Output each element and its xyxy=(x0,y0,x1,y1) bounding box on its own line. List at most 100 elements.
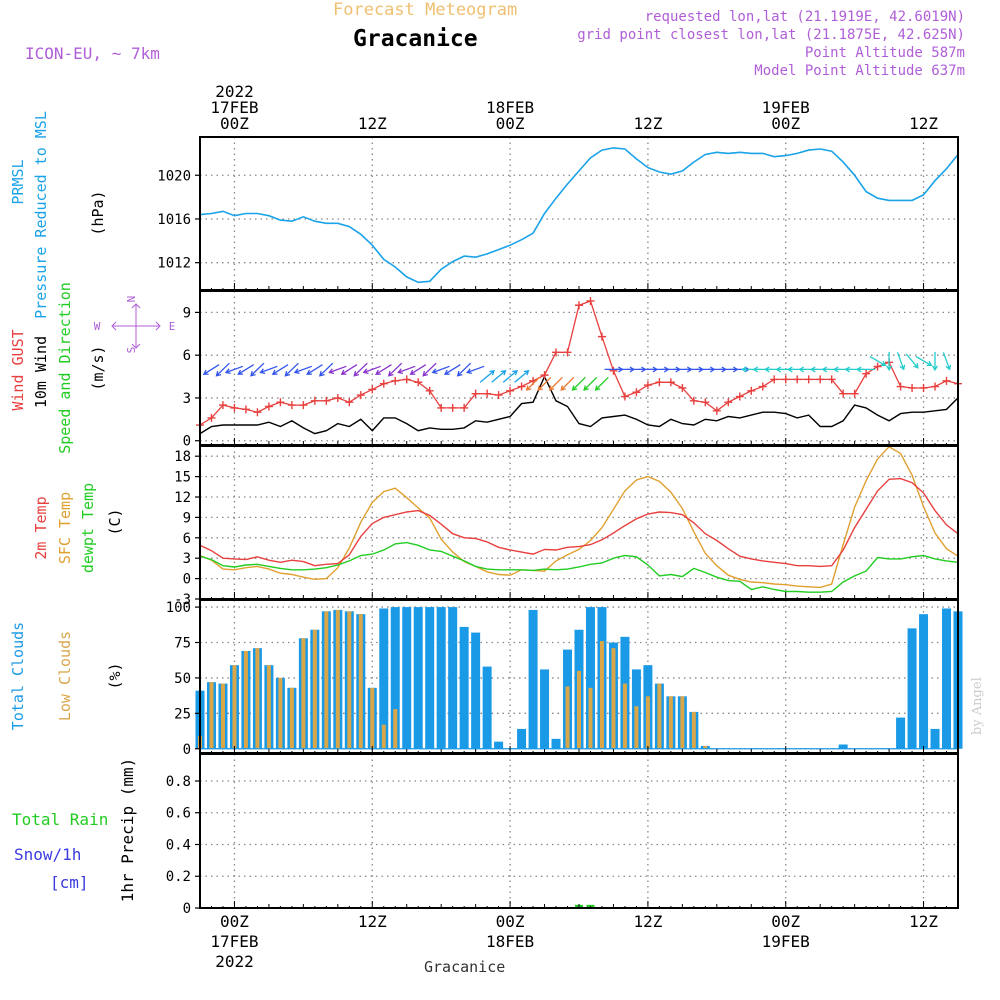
total-cloud-bar xyxy=(896,717,906,749)
wind-direction-arrow xyxy=(271,364,289,375)
label-temp-unit: (C) xyxy=(106,508,124,535)
gust-marker xyxy=(506,386,515,395)
low-cloud-bar xyxy=(381,724,386,749)
model-label: ICON-EU, ~ 7km xyxy=(25,44,160,63)
gust-marker xyxy=(345,398,354,407)
gust-marker xyxy=(701,398,710,407)
bottom-time-label: 17FEB xyxy=(210,932,258,951)
y-tick-label: -3 xyxy=(174,592,191,608)
gust-marker xyxy=(839,389,848,398)
gust-marker xyxy=(287,401,296,410)
gust-marker xyxy=(632,388,641,397)
low-cloud-bar xyxy=(289,687,294,749)
top-time-label: 00Z xyxy=(496,114,525,133)
bottom-time-label: 00Z xyxy=(496,912,525,931)
bottom-time-label: 19FEB xyxy=(762,932,810,951)
wind-direction-arrow xyxy=(387,362,403,377)
total-cloud-bar xyxy=(551,738,561,749)
low-cloud-bar xyxy=(577,670,581,749)
y-tick-label: 100 xyxy=(166,600,191,616)
temp-2m-line xyxy=(199,477,959,568)
gust-marker xyxy=(264,402,273,411)
low-cloud-bar xyxy=(370,687,375,749)
wind-direction-arrow xyxy=(932,351,939,372)
y-tick-label: 0 xyxy=(183,901,191,917)
y-tick-label: 9 xyxy=(183,510,191,526)
low-cloud-bar xyxy=(622,683,627,749)
wind-direction-arrow xyxy=(479,369,495,383)
frame-layer xyxy=(195,136,959,909)
gust-marker xyxy=(483,389,492,398)
label-10m-wind: 10m Wind xyxy=(32,336,50,408)
label-snow-unit: [cm] xyxy=(50,873,89,892)
top-time-label: 19FEB xyxy=(762,98,810,117)
bottom-time-label: 12Z xyxy=(633,912,662,931)
gust-marker xyxy=(758,382,767,391)
bottom-time-label: 2022 xyxy=(215,952,254,971)
low-cloud-bar xyxy=(209,682,214,749)
total-cloud-bar xyxy=(494,741,504,749)
gust-marker xyxy=(368,385,377,394)
wind-direction-arrow xyxy=(224,365,244,375)
gust-marker xyxy=(333,393,342,402)
gust-marker xyxy=(207,413,216,422)
top-time-label: 12Z xyxy=(909,114,938,133)
y-tick-label: 0 xyxy=(183,572,191,588)
y-tick-label: 75 xyxy=(174,636,191,652)
dewpoint-line xyxy=(199,541,959,593)
compass-w: W xyxy=(94,320,101,333)
y-tick-label: 0.6 xyxy=(166,806,191,822)
gust-marker xyxy=(827,375,836,384)
gust-marker xyxy=(437,403,446,412)
wind-direction-arrow xyxy=(905,353,919,369)
panel-frame-temp xyxy=(199,445,959,600)
total-cloud-bar xyxy=(459,626,469,749)
gust-marker xyxy=(770,375,779,384)
total-cloud-bar xyxy=(540,669,550,749)
total-cloud-bar xyxy=(517,728,527,749)
wind-direction-arrow xyxy=(328,365,347,375)
compass-e: E xyxy=(169,320,176,333)
y-tick-label: 15 xyxy=(174,470,191,486)
top-time-label: 17FEB xyxy=(210,98,258,117)
panel-frame-precip xyxy=(199,753,959,909)
footer-station: Gracanice xyxy=(424,958,506,976)
gust-marker xyxy=(540,371,549,380)
label-precip-unit: 1hr Precip (mm) xyxy=(118,758,137,903)
gust-marker xyxy=(356,391,365,400)
wind-direction-arrow xyxy=(215,362,230,377)
wind-direction-arrow xyxy=(340,364,358,375)
bottom-time-label: 12Z xyxy=(358,912,387,931)
low-cloud-bar xyxy=(393,709,398,749)
gust-marker xyxy=(402,375,411,384)
wind-direction-arrow xyxy=(431,365,450,375)
wind-direction-arrow xyxy=(237,364,254,375)
y-tick-label: 9 xyxy=(183,305,191,321)
gust-marker xyxy=(908,383,917,392)
wind-direction-arrow xyxy=(525,376,540,391)
wind-direction-arrow xyxy=(583,376,598,391)
gust-marker xyxy=(575,301,583,310)
gust-marker xyxy=(253,408,262,417)
wind-direction-arrow xyxy=(869,355,887,367)
label-2m-temp: 2m Temp xyxy=(32,496,50,559)
gust-line xyxy=(199,300,959,426)
wind-direction-arrow xyxy=(422,362,437,377)
y-tick-label: 3 xyxy=(183,551,191,567)
gust-marker xyxy=(218,401,227,410)
text-layer: 1012101610200369-30369121518025507510000… xyxy=(9,82,938,971)
y-tick-label: 0 xyxy=(183,742,191,758)
low-cloud-bar xyxy=(691,711,696,749)
gust-marker xyxy=(310,396,319,405)
panel-frame-wind xyxy=(199,290,959,446)
label-clouds-unit: (%) xyxy=(106,662,124,689)
gust-marker xyxy=(448,403,457,412)
y-tick-label: 6 xyxy=(183,348,191,364)
total-cloud-bar xyxy=(482,666,492,749)
wind-direction-arrow xyxy=(202,364,220,375)
low-cloud-bar xyxy=(611,648,616,749)
top-time-label: 00Z xyxy=(220,114,249,133)
total-cloud-bar xyxy=(425,607,435,749)
label-total-rain: Total Rain xyxy=(12,810,108,829)
label-prmsl: PRMSL xyxy=(9,159,27,204)
